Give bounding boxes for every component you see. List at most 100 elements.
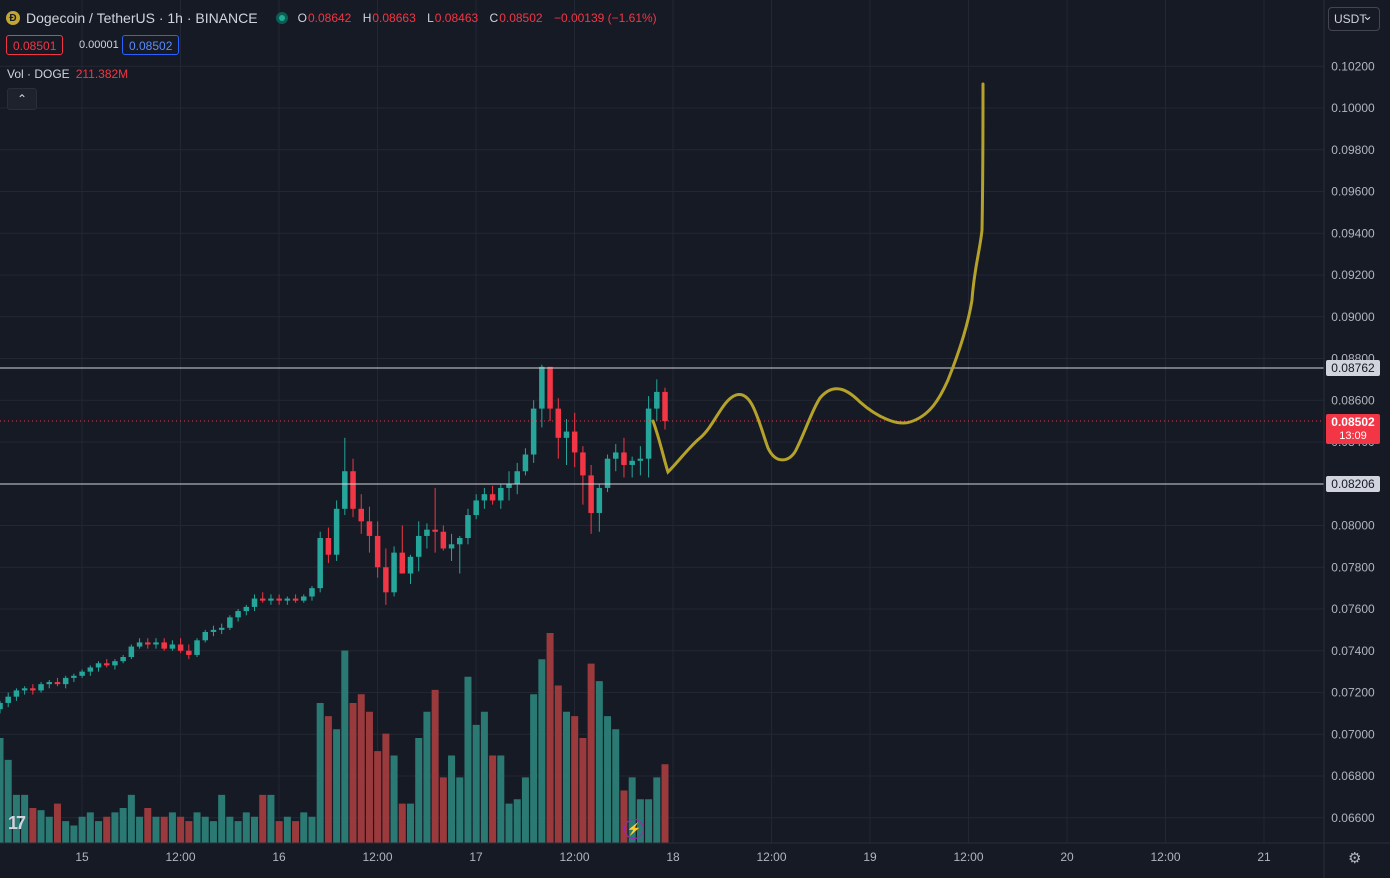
volume-bar: [439, 777, 447, 843]
volume-bar: [571, 716, 579, 843]
candle-body: [21, 688, 28, 691]
candle-body: [539, 366, 545, 409]
candle-body: [399, 552, 406, 574]
time-tick-label: 12:00: [362, 850, 392, 864]
time-tick-label: 20: [1060, 850, 1074, 864]
volume-bar: [333, 729, 341, 843]
open-key: O: [297, 11, 307, 25]
time-axis[interactable]: 15 12:00 16 12:00 17 12:00 18 12:00 19 12:00 20 12:…: [75, 850, 1271, 864]
candle-body: [284, 598, 291, 601]
candle-body: [415, 535, 422, 557]
volume-bar: [472, 724, 480, 843]
candle-body: [71, 675, 77, 678]
volume-bar: [308, 816, 316, 843]
volume-bar: [29, 808, 37, 843]
candle-body: [227, 617, 233, 628]
price-tick-label: 0.09600: [1331, 185, 1375, 199]
candle-body: [580, 452, 586, 476]
candle-body: [95, 663, 102, 668]
candle-body: [358, 508, 364, 522]
time-tick-label: 21: [1257, 850, 1271, 864]
volume-bar: [423, 711, 431, 843]
candle-body: [407, 556, 414, 574]
candle-body: [112, 661, 118, 666]
volume-bar: [456, 777, 464, 843]
volume-legend[interactable]: Vol · DOGE 211.382M: [7, 67, 128, 81]
price-axis[interactable]: 0.10200 0.10000 0.09800 0.09600 0.09400 0.092…: [1331, 59, 1375, 825]
volume-bar: [103, 816, 111, 843]
currency-dropdown[interactable]: USDT: [1328, 5, 1380, 31]
candle-body: [654, 391, 660, 409]
buy-button[interactable]: 0.08502: [122, 35, 180, 55]
tradingview-logo[interactable]: 17: [8, 813, 26, 833]
price-tick-label: 0.09400: [1331, 226, 1375, 240]
market-status-icon[interactable]: [275, 12, 288, 24]
candle-body: [621, 452, 627, 465]
time-tick-label: 18: [666, 850, 680, 864]
volume-bars: [0, 633, 669, 843]
ohlc-values: O0.08642 H0.08663 L0.08463 C0.08502 −0.0…: [298, 11, 665, 25]
price-tick-label: 0.06600: [1331, 811, 1375, 825]
resistance-price-label: 0.08762: [1326, 360, 1380, 376]
volume-bar: [349, 703, 357, 843]
volume-bar: [111, 812, 119, 843]
volume-bar: [595, 681, 603, 843]
volume-bar: [390, 755, 398, 843]
time-tick-label: 12:00: [165, 850, 195, 864]
candle-body: [145, 642, 151, 645]
volume-bar: [300, 812, 308, 843]
candle-body: [432, 529, 438, 532]
candle-body: [333, 508, 340, 555]
volume-bar: [489, 755, 497, 843]
sell-button[interactable]: 0.08501: [6, 35, 64, 55]
time-tick-label: 12:00: [1150, 850, 1180, 864]
candle-body: [547, 366, 553, 409]
volume-bar: [0, 738, 4, 843]
candle-body: [46, 682, 53, 685]
price-tick-label: 0.08600: [1331, 393, 1375, 407]
volume-bar: [226, 816, 234, 843]
price-tick-label: 0.10000: [1331, 101, 1375, 115]
candle-body: [506, 483, 512, 488]
candle-body: [79, 671, 85, 676]
volume-bar: [127, 794, 135, 843]
volume-bar: [144, 808, 152, 843]
close-value: 0.08502: [499, 11, 543, 25]
candle-body: [161, 642, 167, 649]
gear-icon[interactable]: ⚙: [1348, 850, 1362, 867]
volume-bar: [160, 816, 168, 843]
volume-bar: [45, 816, 53, 843]
time-tick-label: 16: [272, 850, 286, 864]
candle-body: [350, 471, 356, 509]
alert-lightning-icon[interactable]: ⚡: [624, 819, 644, 839]
volume-bar: [275, 821, 283, 843]
volume-bar: [283, 816, 291, 843]
candle-body: [5, 696, 11, 703]
volume-bar: [398, 803, 406, 843]
candle-body: [465, 515, 471, 539]
collapse-legend-button[interactable]: ⌃: [7, 88, 37, 110]
volume-bar: [62, 821, 70, 843]
current-price-value: 0.08502: [1331, 415, 1375, 429]
projection-drawing[interactable]: [651, 82, 985, 475]
candle-body: [177, 644, 184, 651]
volume-bar: [177, 816, 185, 843]
candle-body: [136, 642, 143, 647]
chart-header: Ð Dogecoin / TetherUS · 1h · BINANCE O0.…: [6, 9, 665, 27]
volume-bar: [201, 816, 209, 843]
candle-body: [342, 471, 348, 509]
volume-bar: [374, 751, 382, 843]
high-key: H: [362, 11, 372, 25]
candle-body: [613, 452, 619, 459]
volume-bar: [612, 729, 620, 843]
volume-bar: [579, 738, 587, 843]
candle-body: [662, 391, 668, 422]
volume-bar: [234, 821, 242, 843]
volume-bar: [21, 794, 29, 843]
candle-body: [268, 598, 274, 601]
symbol-title[interactable]: Dogecoin / TetherUS · 1h · BINANCE: [26, 10, 258, 26]
volume-bar: [168, 812, 176, 843]
volume-bar: [546, 633, 554, 843]
volume-bar: [242, 812, 250, 843]
